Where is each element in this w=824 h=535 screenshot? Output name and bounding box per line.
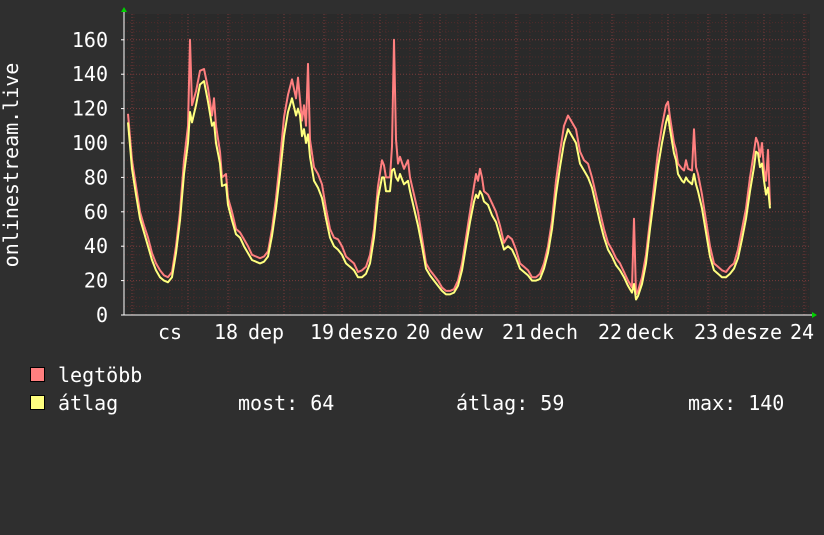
x-tick-label: 18 (214, 320, 238, 344)
legend-item-avg: átlag most: 64 átlag: 59 max: 140 (30, 391, 810, 415)
y-tick-label: 100 (72, 131, 108, 155)
series-line-avg (127, 80, 771, 301)
series-layer (127, 38, 771, 301)
x-tick-label: v (472, 320, 484, 344)
y-tick-label: 80 (84, 165, 108, 189)
x-tick-label: 19 (310, 320, 334, 344)
y-tick-label: 0 (96, 303, 108, 327)
legend-label-max: legtöbb (58, 363, 143, 387)
x-tick-label: deck (626, 320, 674, 344)
x-tick-label: 22 (598, 320, 622, 344)
stat-avg: átlag: 59 (456, 391, 565, 415)
x-tick-label: 24 (790, 320, 814, 344)
series-line-max (127, 38, 771, 296)
plot-area (124, 14, 810, 315)
x-tick-label: dep (248, 320, 284, 344)
x-axis-arrow (812, 312, 817, 318)
x-tick-label: desz (722, 320, 770, 344)
axes (121, 7, 817, 318)
x-tick-label: sze (746, 320, 782, 344)
x-tick-label: desz (338, 320, 386, 344)
y-axis-arrow (121, 7, 127, 12)
x-tick-label: dev (440, 320, 476, 344)
x-tick-label: 20 (406, 320, 430, 344)
legend-label-avg: átlag (58, 391, 119, 415)
x-tick-label: 21 (502, 320, 526, 344)
stat-max: max: 140 (688, 391, 785, 415)
x-tick-label: cs (158, 320, 182, 344)
legend-swatch-avg (30, 395, 45, 410)
x-tick-label: dech (530, 320, 578, 344)
grid (124, 14, 810, 316)
y-tick-label: 20 (84, 269, 108, 293)
y-tick-label: 140 (72, 62, 108, 86)
x-tick-label: 23 (694, 320, 718, 344)
y-tick-label: 60 (84, 200, 108, 224)
y-tick-label: 40 (84, 234, 108, 258)
stat-now: most: 64 (238, 391, 335, 415)
legend-swatch-max (30, 367, 45, 382)
x-tick-label: szo (362, 320, 398, 344)
y-tick-label: 160 (72, 28, 108, 52)
legend-item-max: legtöbb (30, 363, 142, 387)
y-axis-label: onlinestream.live (0, 63, 23, 268)
y-tick-label: 120 (72, 97, 108, 121)
